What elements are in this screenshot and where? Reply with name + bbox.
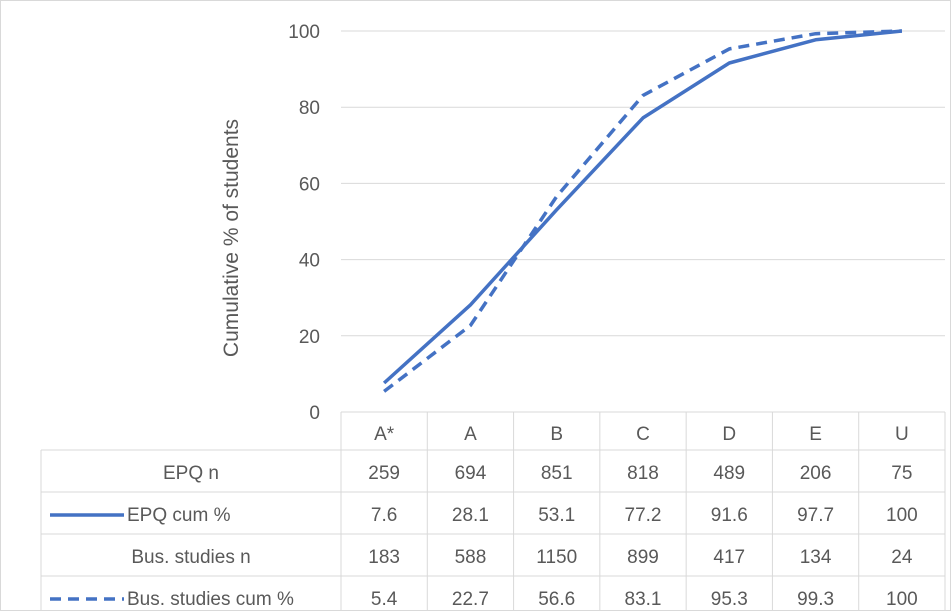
table-cell: 83.1	[625, 589, 662, 610]
series-lines	[382, 29, 903, 393]
table-cell: 694	[455, 463, 487, 484]
x-category-label: C	[636, 424, 650, 445]
x-category-label: B	[550, 424, 563, 445]
table-cell: 53.1	[538, 505, 575, 526]
table-cell: 259	[368, 463, 400, 484]
y-tick-label: 40	[299, 251, 320, 272]
table-row-label: EPQ cum %	[127, 505, 231, 526]
x-category-label: U	[895, 424, 909, 445]
table-cell: 28.1	[452, 505, 489, 526]
table-cell: 818	[627, 463, 659, 484]
table-cell: 100	[886, 505, 918, 526]
gridlines	[341, 30, 945, 337]
table-cell: 851	[541, 463, 573, 484]
y-tick-label: 100	[288, 22, 320, 43]
table-cell: 899	[627, 547, 659, 568]
table-cell: 75	[891, 463, 912, 484]
table-cell: 95.3	[711, 589, 748, 610]
table-cell: 97.7	[797, 505, 834, 526]
table-cell: 77.2	[625, 505, 662, 526]
table-cell: 206	[800, 463, 832, 484]
table-cell: 100	[886, 589, 918, 610]
y-tick-label: 20	[299, 327, 320, 348]
table-row-label: Bus. studies cum %	[127, 589, 294, 610]
table-cell: 183	[368, 547, 400, 568]
table-cell: 489	[713, 463, 745, 484]
x-category-label: D	[722, 424, 736, 445]
x-category-label: E	[809, 424, 822, 445]
table-cell: 22.7	[452, 589, 489, 610]
table-cell: 99.3	[797, 589, 834, 610]
table-cell: 588	[455, 547, 487, 568]
table-cell: 56.6	[538, 589, 575, 610]
table-cell: 91.6	[711, 505, 748, 526]
y-tick-label: 0	[309, 403, 320, 424]
y-tick-label: 80	[299, 98, 320, 119]
table-cell: 134	[800, 547, 832, 568]
table-cell: 7.6	[371, 505, 397, 526]
x-category-label: A*	[374, 424, 395, 445]
series-line-bus-studies	[383, 29, 902, 393]
table-cell: 417	[713, 547, 745, 568]
series-line-epq	[382, 29, 903, 385]
table-row-label: Bus. studies n	[131, 547, 250, 568]
y-tick-label: 60	[299, 174, 320, 195]
y-axis-title: Cumulative % of students	[220, 119, 243, 357]
table-cell: 5.4	[371, 589, 398, 610]
table-cell: 24	[891, 547, 913, 568]
x-category-label: A	[464, 424, 477, 445]
table-row-label: EPQ n	[163, 463, 219, 484]
data-table: A* A B C D E U EPQ n 259 694 851 818 489 206 75 EPQ cum…	[40, 411, 946, 611]
table-cell: 1150	[536, 547, 577, 568]
y-axis-ticks: 0 20 40 60 80 100	[288, 22, 320, 424]
